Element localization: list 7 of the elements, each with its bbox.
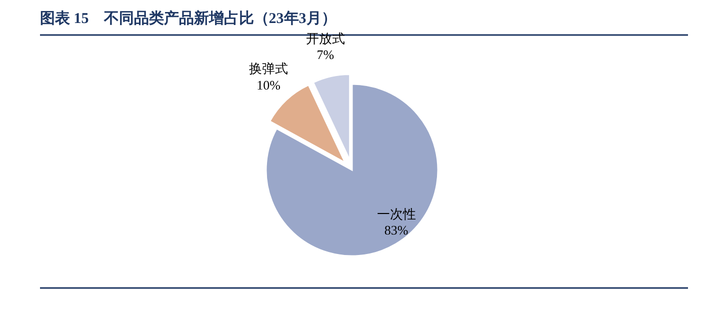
chart-title: 图表 15 不同品类产品新增占比（23年3月） [40, 9, 336, 27]
slice-label: 开放式 [306, 30, 345, 46]
data-label: 10% [256, 77, 281, 92]
data-label: 7% [316, 47, 334, 62]
slice-label: 一次性 [376, 206, 416, 222]
data-label: 83% [384, 222, 408, 238]
slice-label: 换弹式 [248, 61, 288, 76]
